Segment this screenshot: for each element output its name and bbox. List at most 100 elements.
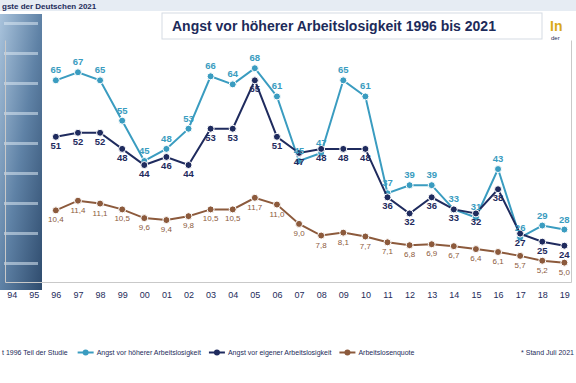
photo [0,14,42,290]
data-label: 26 [515,222,526,233]
data-label: 24 [559,249,570,260]
series-marker [207,73,214,80]
data-label: 27 [515,237,526,248]
data-label: 32 [404,216,415,227]
footer-source: * Stand Juli 2021 [521,349,574,356]
logo-subtext: der [551,35,560,41]
series-marker [74,197,81,204]
data-label: 9,4 [161,225,173,234]
series-marker [119,206,126,213]
x-tick-label: 02 [184,290,194,300]
series-marker [428,241,435,248]
x-tick: 07 [295,282,305,300]
photo-window-band [4,142,38,145]
data-label: 31 [471,201,482,212]
series-marker [318,232,325,239]
photo-window-band [4,172,38,175]
x-tick: 17 [516,282,526,300]
x-tick-label: 05 [250,290,260,300]
series-marker [539,222,546,229]
x-tick-label: 00 [140,290,150,300]
series-marker [229,81,236,88]
series-marker [296,220,303,227]
data-label: 48 [360,152,371,163]
y2-axis [571,41,572,283]
series-line [56,198,565,263]
x-axis: 9495969798990001020304050607080910111213… [6,282,572,300]
data-label: 65 [338,64,349,75]
series-marker [561,226,568,233]
data-label: 36 [426,200,437,211]
data-label: 37 [382,177,393,188]
data-label: 9,8 [183,221,195,230]
legend-swatch-marker [83,350,89,356]
data-label: 11,1 [93,209,109,218]
data-label: 6,1 [492,257,504,266]
x-tick: 00 [140,282,150,300]
series-marker [185,125,192,132]
data-label: 61 [272,80,283,91]
series-marker [340,77,347,84]
x-tick: 11 [383,282,392,300]
x-tick-label: 09 [339,290,349,300]
x-tick: 13 [427,282,437,300]
legend-label: Angst vor eigener Arbeitslosigkeit [228,349,332,357]
series-marker [362,93,369,100]
x-tick-label: 19 [560,290,570,300]
plot-area [52,65,568,266]
x-tick: 97 [73,282,83,300]
x-tick: 08 [317,282,327,300]
data-label: 48 [338,152,349,163]
data-label: 39 [426,169,437,180]
data-label: 65 [51,64,62,75]
x-tick: 95 [29,282,39,300]
x-tick: 09 [339,282,349,300]
x-tick-label: 18 [538,290,548,300]
legend-label: Angst vor höherer Arbeitslosigkeit [97,349,201,357]
x-tick-label: 06 [272,290,282,300]
x-tick: 04 [228,282,238,300]
series-marker [229,206,236,213]
data-label: 36 [382,200,393,211]
data-label: 11,4 [70,206,86,215]
x-tick: 12 [405,282,415,300]
data-label: 7,7 [360,242,372,251]
x-tick-label: 15 [471,290,481,300]
x-tick: 96 [51,282,61,300]
data-label: 65 [95,64,106,75]
data-label: 44 [139,168,150,179]
series-marker [185,213,192,220]
chart-svg: gste der Deutschen 2021Angst vor höherer… [0,0,576,383]
x-tick-label: 97 [73,290,83,300]
photo-window-band [4,202,38,205]
data-label: 61 [360,80,371,91]
series-marker [384,239,391,246]
legend-item: Arbeitslosenquote [339,349,414,357]
data-label: 53 [205,132,216,143]
x-tick: 03 [206,282,216,300]
x-tick-label: 16 [494,290,504,300]
data-label: 25 [537,245,548,256]
data-label: 7,8 [316,241,328,250]
data-label: 53 [183,113,194,124]
x-tick-label: 11 [383,290,392,300]
data-label: 32 [471,216,482,227]
series-marker [561,259,568,266]
data-label: 43 [493,153,504,164]
series-marker [273,93,280,100]
header-strip [0,0,576,11]
x-tick-label: 14 [449,290,459,300]
data-label: 46 [161,160,172,171]
data-label: 52 [73,136,84,147]
data-label: 64 [227,68,238,79]
legend-item: Angst vor eigener Arbeitslosigkeit [209,349,332,357]
x-tick-label: 96 [51,290,61,300]
legend-swatch-marker [214,350,220,356]
series-marker [539,257,546,264]
photo-window-band [4,112,38,115]
x-tick-label: 95 [29,290,39,300]
data-label: 68 [250,52,261,63]
series-marker [207,206,214,213]
y-axis-line [5,41,6,283]
legend-swatch-marker [344,350,350,356]
